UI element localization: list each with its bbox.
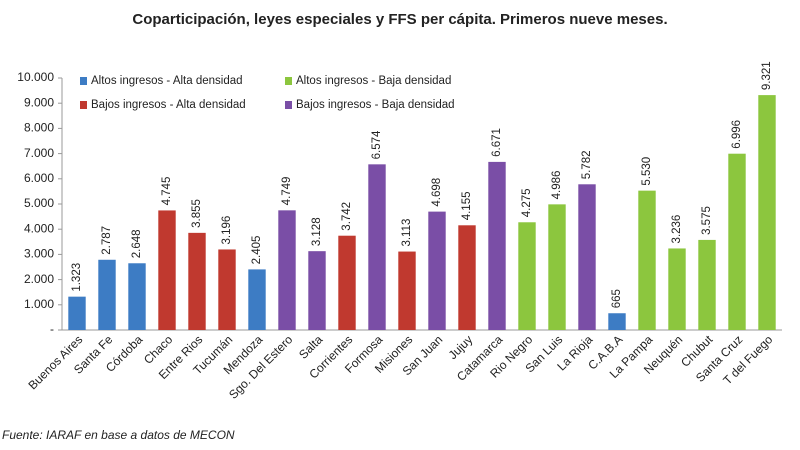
y-tick-label: 5.000 (24, 196, 54, 210)
legend-swatch (285, 77, 292, 85)
value-label: 3.742 (341, 202, 353, 231)
value-label: 5.530 (641, 157, 653, 186)
legend-label: Altos ingresos - Baja densidad (296, 75, 451, 87)
bar (488, 161, 506, 330)
value-label: 2.405 (251, 236, 263, 265)
legend-label: Bajos ingresos - Baja densidad (296, 99, 455, 111)
y-tick-label: 8.000 (24, 121, 54, 135)
value-label: 3.236 (671, 215, 683, 244)
value-label: 6.574 (371, 130, 383, 159)
value-label: 3.855 (191, 199, 203, 228)
bar (158, 210, 176, 330)
y-tick-label: 1.000 (24, 297, 54, 311)
bar (338, 235, 356, 330)
chart-title: Coparticipación, leyes especiales y FFS … (132, 11, 667, 28)
bar (278, 210, 296, 330)
legend-label: Altos ingresos - Alta densidad (91, 75, 243, 87)
value-label: 3.113 (401, 219, 413, 247)
y-tick-label: - (50, 322, 54, 336)
bar (698, 239, 716, 330)
y-tick-label: 10.000 (17, 70, 54, 84)
value-label: 1.323 (71, 263, 83, 292)
y-tick-label: 6.000 (24, 171, 54, 185)
y-tick-label: 2.000 (24, 272, 54, 286)
bar (638, 190, 656, 330)
value-label: 5.782 (581, 151, 593, 180)
bar (608, 313, 626, 330)
value-label: 665 (611, 289, 623, 308)
legend-label: Bajos ingresos - Alta densidad (91, 99, 246, 111)
legend-swatch (80, 77, 87, 85)
value-label: 4.698 (431, 178, 443, 207)
bar (578, 184, 596, 330)
value-label: 3.128 (311, 217, 323, 246)
value-label: 2.787 (101, 226, 113, 255)
bar (368, 164, 386, 330)
bar (518, 222, 536, 330)
value-label: 4.986 (551, 171, 563, 200)
legend-swatch (80, 101, 87, 109)
value-label: 2.648 (131, 229, 143, 258)
value-label: 4.155 (461, 192, 473, 221)
bar (548, 204, 566, 330)
bar (758, 95, 776, 330)
value-label: 6.671 (491, 128, 503, 157)
y-tick-label: 4.000 (24, 221, 54, 235)
bar (728, 153, 746, 330)
value-label: 6.996 (731, 120, 743, 149)
bar (68, 296, 86, 330)
y-tick-label: 7.000 (24, 146, 54, 160)
value-label: 4.275 (521, 188, 533, 217)
value-label: 4.745 (161, 177, 173, 206)
bar (188, 232, 206, 330)
bar (398, 251, 416, 330)
bar (668, 248, 686, 330)
bar (98, 259, 116, 330)
value-label: 4.749 (281, 177, 293, 206)
y-tick-label: 3.000 (24, 247, 54, 261)
bar (248, 269, 266, 330)
bar (428, 211, 446, 330)
source: Fuente: IARAF en base a datos de MECON (2, 428, 235, 442)
value-label: 3.575 (701, 206, 713, 235)
value-label: 3.196 (221, 216, 233, 245)
bar (218, 249, 236, 330)
value-label: 9.321 (761, 61, 773, 90)
y-tick-label: 9.000 (24, 95, 54, 109)
legend-swatch (285, 101, 292, 109)
bar (308, 251, 326, 330)
bar (128, 263, 146, 330)
bar (458, 225, 476, 330)
